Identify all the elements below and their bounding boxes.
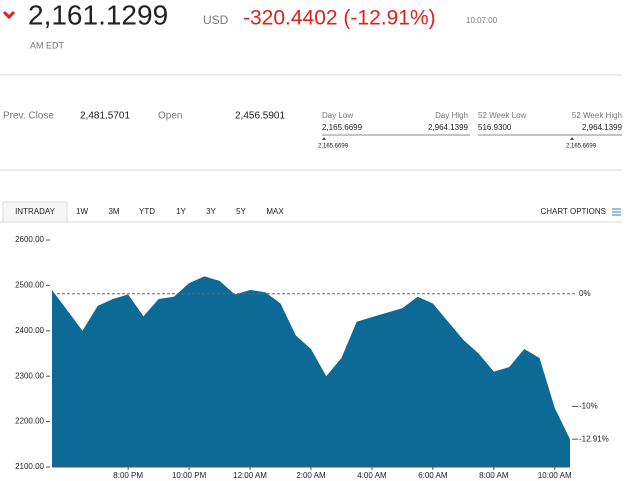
range-high-label: 52 Week High: [572, 111, 622, 120]
y-tick-label: 2100.00: [15, 462, 44, 471]
range: 52 Week Low 52 Week High 516.9300 2,964.…: [478, 111, 623, 150]
range-low-label: Day Low: [322, 111, 353, 120]
down-icon: [2, 10, 16, 20]
tab[interactable]: 5Y: [236, 207, 246, 216]
y-tick-label: 2300.00: [15, 371, 44, 380]
change: -320.4402 (-12.91%): [243, 7, 436, 30]
range-low-label: 52 Week Low: [478, 111, 527, 120]
y2-tick-label: -12.91%: [579, 434, 609, 443]
stat-label: Open: [158, 111, 182, 122]
y-tick-label: 2500.00: [15, 281, 44, 290]
y2-tick-label: 0%: [579, 289, 591, 298]
tab[interactable]: INTRADAY: [15, 207, 56, 216]
time: 10:07:00: [466, 16, 498, 25]
x-tick-label: 8:00 AM: [479, 471, 509, 480]
tab[interactable]: MAX: [266, 207, 284, 216]
y-tick-label: 2200.00: [15, 417, 44, 426]
range-marker-label: 2,165.6699: [318, 144, 349, 150]
range-marker: [570, 137, 574, 140]
time-zone: AM EDT: [30, 40, 65, 50]
currency: USD: [203, 13, 229, 27]
stat-label: Prev. Close: [3, 111, 54, 122]
range-high-label: Day High: [435, 111, 468, 120]
tab[interactable]: 1W: [76, 207, 88, 216]
tab[interactable]: 1Y: [176, 207, 186, 216]
x-tick-label: 10:00 AM: [538, 471, 572, 480]
range-marker: [322, 137, 326, 140]
y-tick-label: 2400.00: [15, 326, 44, 335]
range-marker-label: 2,165.6699: [566, 144, 597, 150]
y2-tick-label: -10%: [579, 402, 598, 411]
options-icon[interactable]: [612, 208, 621, 216]
chart-options[interactable]: CHART OPTIONS: [541, 207, 607, 216]
range: Day Low Day High 2,165.6699 2,964.1399 2…: [318, 111, 470, 150]
x-tick-label: 4:00 AM: [357, 471, 387, 480]
price: 2,161.1299: [28, 0, 168, 30]
range-low: 516.9300: [478, 123, 512, 132]
range-high: 2,964.1399: [428, 123, 469, 132]
range-low: 2,165.6699: [322, 123, 363, 132]
x-tick-label: 8:00 PM: [113, 471, 143, 480]
stat-value: 2,456.5901: [235, 111, 285, 122]
area: [52, 276, 570, 467]
x-tick-label: 2:00 AM: [296, 471, 326, 480]
tab[interactable]: YTD: [139, 207, 155, 216]
range-high: 2,964.1399: [582, 123, 623, 132]
x-tick-label: 12:00 AM: [233, 471, 267, 480]
x-tick-label: 6:00 AM: [418, 471, 448, 480]
tab[interactable]: 3Y: [206, 207, 216, 216]
tab[interactable]: 3M: [108, 207, 119, 216]
x-tick-label: 10:00 PM: [172, 471, 207, 480]
y-tick-label: 2600.00: [15, 235, 44, 244]
stat-value: 2,481.5701: [80, 111, 130, 122]
